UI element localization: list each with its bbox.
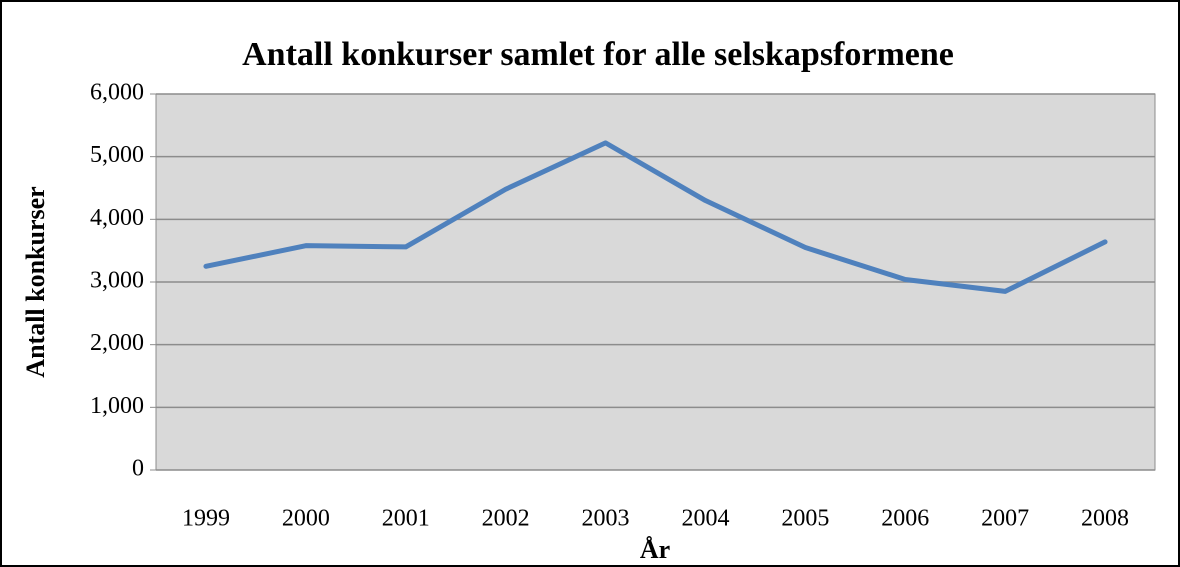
- y-tick-label: 0: [132, 456, 144, 482]
- x-axis-label: År: [640, 535, 670, 564]
- y-tick-label: 1,000: [90, 393, 144, 419]
- x-tick-label: 2007: [981, 506, 1029, 532]
- x-tick-label: 2005: [781, 506, 829, 532]
- x-tick-label: 2003: [582, 506, 630, 532]
- y-tick-label: 3,000: [90, 268, 144, 294]
- x-tick-label: 2008: [1081, 506, 1129, 532]
- data-line: [203, 140, 1108, 294]
- x-tick-label: 2006: [881, 506, 929, 532]
- x-tick-label: 1999: [182, 506, 230, 532]
- chart-title: Antall konkurser samlet for alle selskap…: [242, 36, 954, 73]
- x-tick-label: 2001: [382, 506, 430, 532]
- x-tick-label: 2004: [681, 506, 729, 532]
- y-tick-label: 6,000: [90, 80, 144, 106]
- y-tick-label: 4,000: [90, 205, 144, 231]
- x-tick-label: 2000: [282, 506, 330, 532]
- y-tick-label: 5,000: [90, 142, 144, 168]
- y-axis-label: Antall konkurser: [21, 186, 50, 377]
- x-tick-label: 2002: [482, 506, 530, 532]
- y-tick-label: 2,000: [90, 330, 144, 356]
